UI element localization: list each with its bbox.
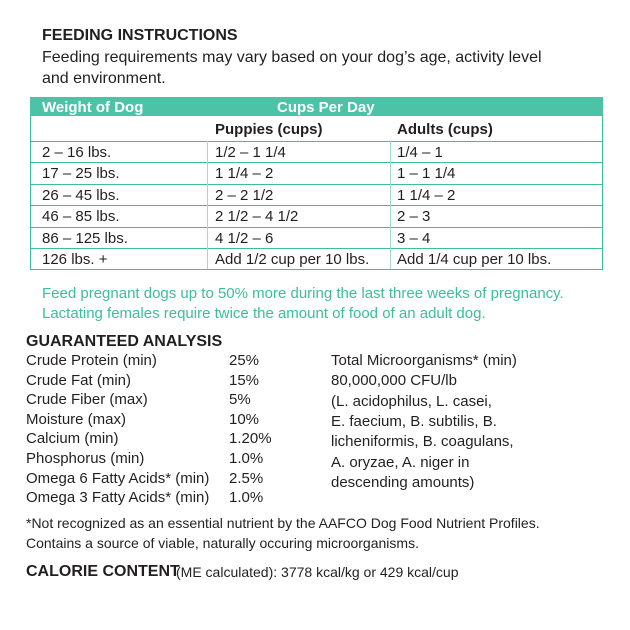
intro-line: and environment. — [42, 70, 166, 87]
table-cell: Add 1/4 cup per 10 lbs. — [397, 251, 552, 268]
note-line: Lactating females require twice the amou… — [42, 305, 486, 322]
table-cell: 1 1/4 – 2 — [215, 165, 274, 182]
table-cell: Add 1/2 cup per 10 lbs. — [215, 251, 370, 268]
table-cell: 26 – 45 lbs. — [42, 187, 120, 204]
analysis-name: Moisture (max) — [26, 410, 127, 428]
table-cell: 2 – 16 lbs. — [42, 144, 112, 161]
microorganism-line: A. oryzae, A. niger in — [331, 453, 470, 471]
section-title: GUARANTEED ANALYSIS — [26, 333, 223, 350]
microorganism-line: Total Microorganisms* (min) — [331, 352, 517, 369]
calorie-text: (ME calculated): 3778 kcal/kg or 429 kca… — [176, 564, 459, 580]
row-line — [30, 269, 603, 270]
table-cell: 3 – 4 — [397, 230, 431, 247]
analysis-value: 15% — [229, 371, 260, 389]
footnote-line: *Not recognized as an essential nutrient… — [26, 515, 540, 531]
row-line — [30, 205, 603, 206]
table-cell: 4 1/2 – 6 — [215, 230, 274, 247]
analysis-value: 5% — [229, 391, 251, 409]
analysis-value: 25% — [229, 352, 260, 369]
analysis-value: 1.20% — [229, 430, 272, 448]
table-cell: 2 – 2 1/2 — [215, 187, 274, 204]
table-header: Weight of Dog — [42, 99, 144, 116]
column-line — [390, 141, 391, 269]
analysis-name: Omega 3 Fatty Acids* (min) — [26, 489, 210, 507]
table-header: Cups Per Day — [277, 99, 375, 116]
note-line: Feed pregnant dogs up to 50% more during… — [42, 285, 564, 302]
row-line — [30, 227, 603, 228]
row-line — [30, 184, 603, 185]
microorganism-line: (L. acidophilus, L. casei, — [331, 392, 492, 410]
column-line — [207, 141, 208, 269]
table-cell: 1/4 – 1 — [397, 144, 443, 161]
table-cell: 1 1/4 – 2 — [397, 187, 456, 204]
microorganism-line: 80,000,000 CFU/lb — [331, 372, 457, 390]
analysis-value: 2.5% — [229, 469, 264, 487]
table-cell: 126 lbs. + — [42, 251, 108, 268]
analysis-name: Crude Fat (min) — [26, 371, 132, 389]
table-cell: 86 – 125 lbs. — [42, 230, 128, 247]
footnote-line: Contains a source of viable, naturally o… — [26, 534, 419, 551]
section-title: FEEDING INSTRUCTIONS — [42, 27, 238, 44]
row-line — [30, 162, 603, 163]
microorganism-line: E. faecium, B. subtilis, B. — [331, 412, 497, 430]
analysis-name: Crude Protein (min) — [26, 352, 157, 369]
table-header-bg — [30, 97, 603, 116]
table-cell: 1/2 – 1 1/4 — [215, 144, 286, 161]
table-cell: 46 – 85 lbs. — [42, 208, 120, 225]
table-cell: 2 1/2 – 4 1/2 — [215, 208, 299, 225]
analysis-value: 1.0% — [229, 450, 264, 467]
sub-header: Puppies (cups) — [215, 121, 323, 138]
analysis-name: Omega 6 Fatty Acids* (min) — [26, 469, 210, 487]
analysis-name: Calcium (min) — [26, 430, 119, 448]
table-cell: 2 – 3 — [397, 208, 431, 225]
intro-line: Feeding requirements may vary based on y… — [42, 49, 542, 66]
microorganism-line: descending amounts) — [331, 473, 475, 491]
table-cell: 1 – 1 1/4 — [397, 165, 456, 182]
calorie-label: CALORIE CONTENT — [26, 563, 180, 580]
row-line — [30, 248, 603, 249]
analysis-name: Crude Fiber (max) — [26, 391, 148, 409]
microorganism-line: licheniformis, B. coagulans, — [331, 433, 514, 451]
row-line — [30, 141, 603, 142]
analysis-value: 1.0% — [229, 489, 264, 507]
analysis-name: Phosphorus (min) — [26, 450, 145, 467]
sub-header: Adults (cups) — [397, 121, 493, 138]
table-cell: 17 – 25 lbs. — [42, 165, 120, 182]
analysis-value: 10% — [229, 410, 260, 428]
